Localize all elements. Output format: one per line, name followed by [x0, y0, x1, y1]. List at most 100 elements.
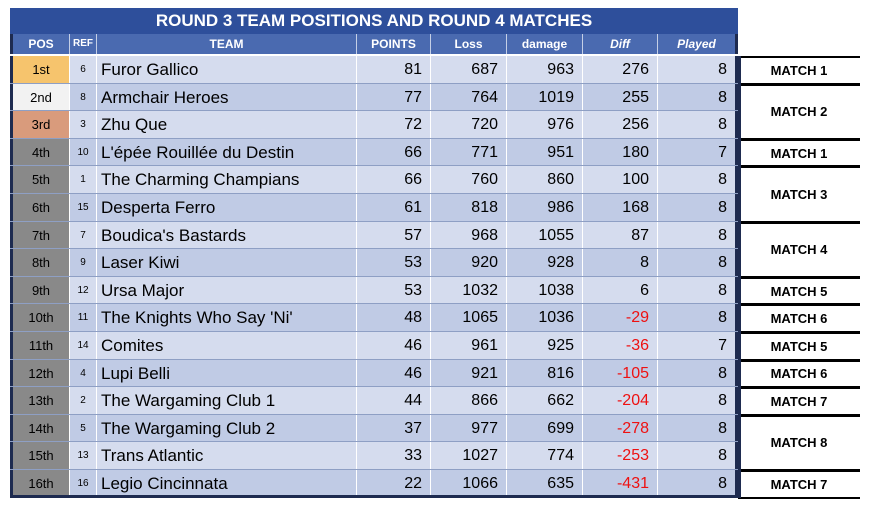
position-cell: 14th	[10, 414, 70, 442]
table-title: ROUND 3 TEAM POSITIONS AND ROUND 4 MATCH…	[10, 8, 738, 34]
damage-cell: 635	[507, 469, 583, 495]
played-cell: 8	[658, 387, 738, 414]
points-cell: 37	[357, 414, 431, 442]
position-cell: 13th	[10, 387, 70, 414]
match-label: MATCH 2	[738, 83, 860, 140]
played-cell: 8	[658, 249, 738, 276]
table-body: 1st 6 Furor Gallico 81 687 963 276 8 2nd 8 Armchai…	[10, 56, 738, 498]
diff-cell: 6	[583, 276, 658, 304]
header-damage: damage	[507, 34, 583, 54]
table-row: 2nd 8 Armchair Heroes 77 764 1019 255 8	[10, 83, 738, 112]
team-cell: Comites	[97, 331, 357, 359]
points-cell: 77	[357, 83, 431, 111]
diff-cell: 256	[583, 111, 658, 138]
points-cell: 57	[357, 221, 431, 249]
table-row: 16th 16 Legio Cincinnata 22 1066 635 -431 8	[10, 469, 738, 498]
points-cell: 53	[357, 276, 431, 304]
match-label: MATCH 3	[738, 166, 860, 223]
ref-cell: 15	[70, 193, 97, 221]
points-cell: 61	[357, 193, 431, 221]
team-cell: The Charming Champians	[97, 166, 357, 193]
diff-cell: -36	[583, 331, 658, 359]
position-cell: 4th	[10, 138, 70, 166]
damage-cell: 976	[507, 111, 583, 138]
played-cell: 8	[658, 442, 738, 469]
loss-cell: 760	[431, 166, 507, 193]
header-diff: Diff	[583, 34, 658, 54]
loss-cell: 1032	[431, 276, 507, 304]
position-cell: 8th	[10, 249, 70, 276]
position-cell: 12th	[10, 359, 70, 387]
diff-cell: -253	[583, 442, 658, 469]
played-cell: 8	[658, 469, 738, 495]
diff-cell: -278	[583, 414, 658, 442]
points-cell: 66	[357, 138, 431, 166]
loss-cell: 1066	[431, 469, 507, 495]
diff-cell: 180	[583, 138, 658, 166]
damage-cell: 951	[507, 138, 583, 166]
loss-cell: 764	[431, 83, 507, 111]
standings-table: ROUND 3 TEAM POSITIONS AND ROUND 4 MATCH…	[10, 8, 738, 498]
played-cell: 8	[658, 359, 738, 387]
team-cell: Boudica's Bastards	[97, 221, 357, 249]
damage-cell: 1055	[507, 221, 583, 249]
position-cell: 10th	[10, 304, 70, 331]
points-cell: 46	[357, 331, 431, 359]
loss-cell: 866	[431, 387, 507, 414]
table-row: 15th 13 Trans Atlantic 33 1027 774 -253 8	[10, 442, 738, 470]
header-pos: POS	[10, 34, 70, 54]
points-cell: 53	[357, 249, 431, 276]
match-label: MATCH 7	[738, 470, 860, 499]
damage-cell: 816	[507, 359, 583, 387]
table-row: 5th 1 The Charming Champians 66 760 860 100 8	[10, 166, 738, 194]
team-cell: Desperta Ferro	[97, 193, 357, 221]
ref-cell: 10	[70, 138, 97, 166]
ref-cell: 3	[70, 111, 97, 138]
table-row: 8th 9 Laser Kiwi 53 920 928 8 8	[10, 249, 738, 277]
played-cell: 7	[658, 138, 738, 166]
played-cell: 8	[658, 83, 738, 111]
ref-cell: 5	[70, 414, 97, 442]
match-label: MATCH 8	[738, 414, 860, 471]
damage-cell: 1019	[507, 83, 583, 111]
points-cell: 22	[357, 469, 431, 495]
loss-cell: 771	[431, 138, 507, 166]
position-cell: 6th	[10, 193, 70, 221]
header-team: TEAM	[97, 34, 357, 54]
position-cell: 11th	[10, 331, 70, 359]
team-cell: Armchair Heroes	[97, 83, 357, 111]
points-cell: 66	[357, 166, 431, 193]
played-cell: 8	[658, 304, 738, 331]
team-cell: The Wargaming Club 2	[97, 414, 357, 442]
loss-cell: 921	[431, 359, 507, 387]
match-label: MATCH 5	[738, 276, 860, 306]
loss-cell: 720	[431, 111, 507, 138]
points-cell: 81	[357, 56, 431, 83]
ref-cell: 16	[70, 469, 97, 495]
match-column-border	[738, 56, 741, 498]
diff-cell: 100	[583, 166, 658, 193]
damage-cell: 699	[507, 414, 583, 442]
played-cell: 8	[658, 193, 738, 221]
position-cell: 5th	[10, 166, 70, 193]
ref-cell: 14	[70, 331, 97, 359]
position-cell: 7th	[10, 221, 70, 249]
table-row: 6th 15 Desperta Ferro 61 818 986 168 8	[10, 193, 738, 222]
team-cell: Zhu Que	[97, 111, 357, 138]
team-cell: The Wargaming Club 1	[97, 387, 357, 414]
ref-cell: 13	[70, 442, 97, 469]
header-loss: Loss	[431, 34, 507, 54]
damage-cell: 1036	[507, 304, 583, 331]
played-cell: 8	[658, 221, 738, 249]
team-cell: Laser Kiwi	[97, 249, 357, 276]
loss-cell: 977	[431, 414, 507, 442]
damage-cell: 928	[507, 249, 583, 276]
damage-cell: 986	[507, 193, 583, 221]
played-cell: 8	[658, 56, 738, 83]
loss-cell: 961	[431, 331, 507, 359]
team-cell: Lupi Belli	[97, 359, 357, 387]
played-cell: 8	[658, 414, 738, 442]
team-cell: Furor Gallico	[97, 56, 357, 83]
ref-cell: 11	[70, 304, 97, 331]
ref-cell: 1	[70, 166, 97, 193]
